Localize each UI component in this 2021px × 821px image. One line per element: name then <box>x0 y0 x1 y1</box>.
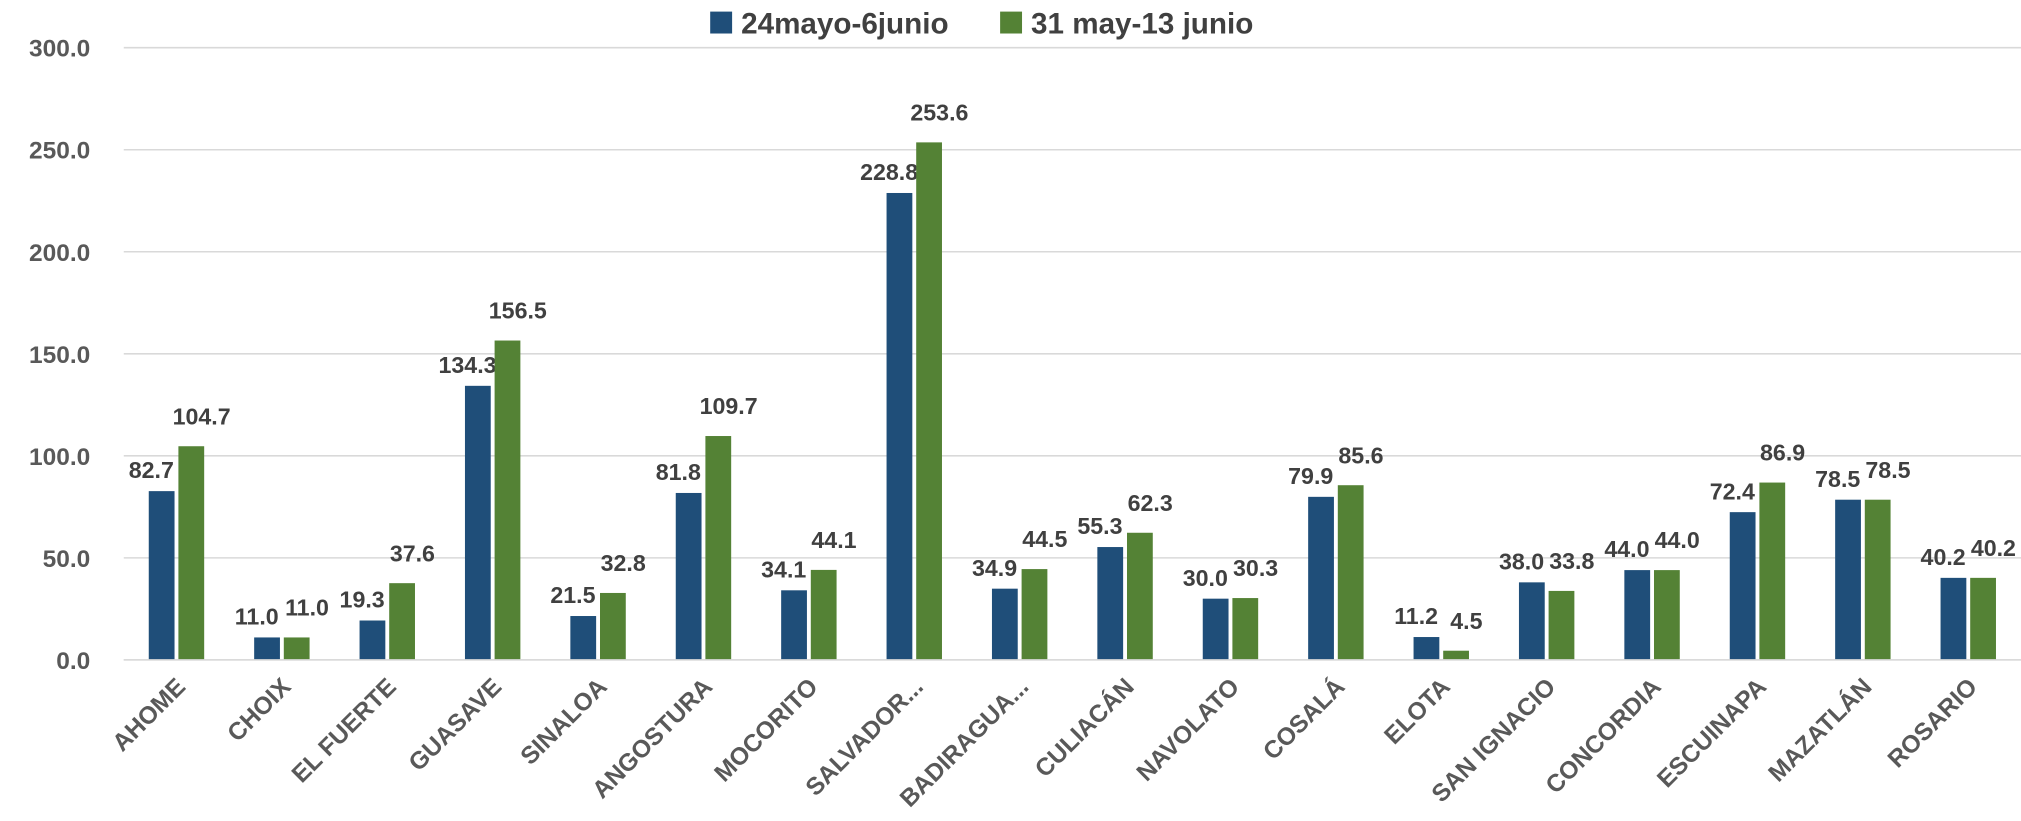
x-tick-label: COSALÁ <box>1258 672 1351 765</box>
value-label: 78.5 <box>1865 457 1910 483</box>
legend-label: 31 may-13 junio <box>1031 8 1253 41</box>
value-label: 11.2 <box>1394 603 1438 629</box>
value-label: 44.5 <box>1022 526 1067 552</box>
bar <box>991 588 1018 660</box>
x-tick-label: SINALOA <box>516 673 613 770</box>
bar <box>1940 577 1967 660</box>
value-label: 44.0 <box>1655 527 1700 553</box>
bar <box>1097 547 1124 660</box>
value-label: 134.3 <box>439 352 497 378</box>
x-tick-label: ROSARIO <box>1883 673 1983 773</box>
bar <box>570 616 597 660</box>
value-label: 85.6 <box>1338 442 1383 468</box>
value-label: 37.6 <box>390 540 435 566</box>
bar <box>1518 582 1545 660</box>
bar <box>1443 650 1469 660</box>
x-tick-label: CHOIX <box>223 673 297 747</box>
bar <box>1624 570 1651 660</box>
value-label: 40.2 <box>1921 544 1966 570</box>
bar <box>1337 485 1364 660</box>
value-label: 82.7 <box>129 457 174 483</box>
legend-swatch <box>710 11 733 34</box>
x-tick-label: MOCORITO <box>709 673 823 787</box>
value-label: 79.9 <box>1288 463 1333 489</box>
legend-label: 24mayo-6junio <box>741 8 948 41</box>
value-label: 32.8 <box>601 550 646 576</box>
value-label: 30.3 <box>1233 555 1278 581</box>
bar <box>1729 512 1756 660</box>
bar <box>494 340 521 660</box>
bar <box>464 385 491 660</box>
x-tick-label: GUASAVE <box>404 673 507 776</box>
bar <box>1653 570 1680 660</box>
value-label: 78.5 <box>1815 466 1860 492</box>
x-tick-label: NAVOLATO <box>1132 673 1245 786</box>
value-label: 62.3 <box>1128 490 1173 516</box>
value-label: 104.7 <box>173 403 231 429</box>
x-tick-label: AHOME <box>108 673 191 756</box>
bar <box>1232 598 1259 660</box>
bar <box>359 620 386 660</box>
value-label: 81.8 <box>656 459 701 485</box>
value-label: 11.0 <box>285 595 329 621</box>
bar <box>1308 496 1334 660</box>
value-label: 34.9 <box>972 555 1017 581</box>
bar <box>781 590 807 660</box>
value-label: 44.1 <box>811 527 856 553</box>
value-label: 4.5 <box>1450 608 1482 634</box>
value-label: 40.2 <box>1971 535 2016 561</box>
value-label: 44.0 <box>1604 536 1649 562</box>
value-label: 34.1 <box>761 556 806 582</box>
x-tick-label: ESCUINAPA <box>1652 673 1772 793</box>
value-label: 86.9 <box>1760 440 1805 466</box>
y-tick-label: 200.0 <box>29 240 90 267</box>
value-label: 21.5 <box>550 582 595 608</box>
value-label: 72.4 <box>1710 478 1755 504</box>
legend-swatch <box>1000 11 1023 34</box>
bar <box>1759 482 1786 660</box>
y-tick-label: 0.0 <box>56 648 90 675</box>
bar <box>675 492 702 660</box>
value-label: 38.0 <box>1499 548 1544 574</box>
value-label: 228.8 <box>860 159 918 185</box>
bar <box>600 592 626 660</box>
x-tick-label: MAZATLÁN <box>1763 673 1878 788</box>
bar <box>886 192 913 660</box>
x-tick-label: EL FUERTE <box>287 673 402 788</box>
value-label: 109.7 <box>700 393 758 419</box>
bar <box>810 569 837 660</box>
value-label: 11.0 <box>235 604 279 630</box>
y-tick-label: 50.0 <box>43 546 91 573</box>
bar <box>148 491 175 660</box>
bar <box>1413 637 1440 660</box>
bar <box>254 637 280 660</box>
y-tick-label: 150.0 <box>29 342 90 369</box>
y-tick-label: 300.0 <box>29 36 90 63</box>
bar <box>1021 569 1048 660</box>
value-label: 19.3 <box>340 587 385 613</box>
bar <box>705 436 732 660</box>
value-label: 55.3 <box>1077 513 1122 539</box>
bar <box>1970 577 1996 660</box>
value-label: 253.6 <box>910 99 968 125</box>
bar <box>1835 499 1861 660</box>
bar <box>178 446 205 660</box>
value-label: 156.5 <box>489 298 547 324</box>
bar <box>1126 532 1153 660</box>
bar <box>389 583 415 660</box>
y-tick-label: 250.0 <box>29 138 90 165</box>
value-label: 33.8 <box>1549 548 1594 574</box>
x-tick-label: ELOTA <box>1379 673 1456 750</box>
bar <box>283 637 310 660</box>
bar <box>1202 598 1229 660</box>
bar <box>1864 499 1891 660</box>
value-label: 30.0 <box>1183 565 1228 591</box>
x-tick-label: CULIACÁN <box>1029 673 1139 783</box>
y-tick-label: 100.0 <box>29 444 90 471</box>
bar <box>916 142 942 660</box>
bar <box>1548 590 1575 660</box>
